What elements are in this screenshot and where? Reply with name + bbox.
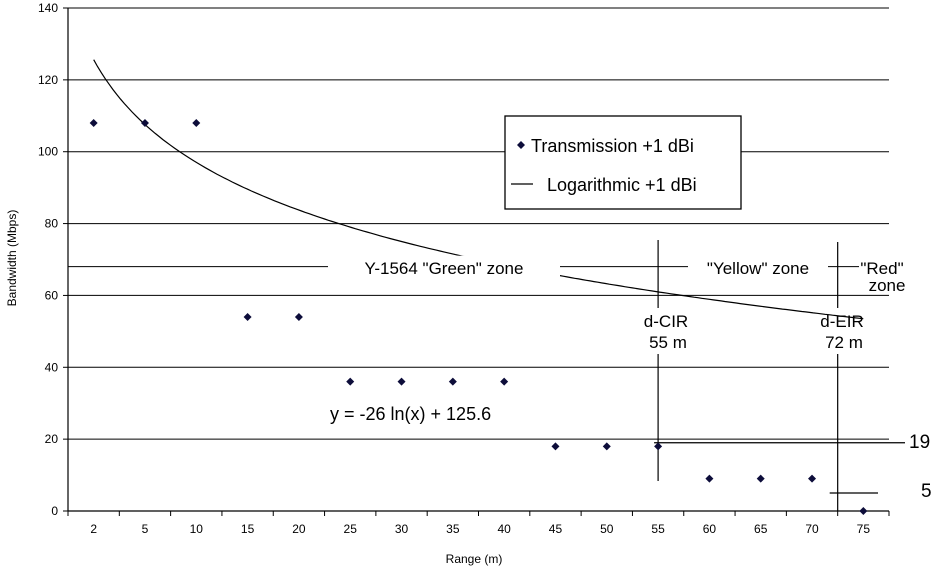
y-tick-label-40: 40 <box>45 360 59 374</box>
x-tick-label-75: 75 <box>857 522 871 536</box>
x-tick-label-55: 55 <box>651 522 665 536</box>
x-tick-label-45: 45 <box>549 522 563 536</box>
red-zone-label-line2: zone <box>869 276 906 295</box>
y-axis-label: Bandwidth (Mbps) <box>5 210 19 307</box>
data-point-50 <box>602 442 611 451</box>
gridlines <box>68 7 889 440</box>
legend: Transmission +1 dBi Logarithmic +1 dBi <box>504 115 742 210</box>
x-tick-label-10: 10 <box>190 522 204 536</box>
data-point-40 <box>500 377 509 386</box>
red-zone-label-line1: "Red" <box>860 259 903 278</box>
green-zone-label-bg <box>328 255 560 278</box>
x-tick-label-35: 35 <box>446 522 460 536</box>
data-point-2 <box>89 118 98 127</box>
legend-box <box>504 115 742 210</box>
x-tick-label-20: 20 <box>292 522 306 536</box>
data-point-30 <box>397 377 406 386</box>
data-point-75 <box>859 507 868 515</box>
y-tick-label-20: 20 <box>45 432 59 446</box>
y-tick-label-120: 120 <box>38 73 58 87</box>
x-tick-label-60: 60 <box>703 522 717 536</box>
data-point-25 <box>346 377 355 386</box>
logarithmic-trendline <box>93 59 864 320</box>
trendline-equation: y = -26 ln(x) + 125.6 <box>330 404 491 424</box>
d-cir-distance: 55 m <box>649 333 687 352</box>
reference-label-5: 5 <box>921 481 932 502</box>
reference-label-19: 19 <box>909 432 930 453</box>
data-point-15 <box>243 312 252 321</box>
yellow-zone-label: "Yellow" zone <box>707 259 809 278</box>
green-zone-label: Y-1564 "Green" zone <box>365 259 524 278</box>
trendline-layer <box>93 59 864 320</box>
y-tick-label-0: 0 <box>51 504 58 518</box>
x-tick-label-40: 40 <box>497 522 511 536</box>
red-zone-label-bg <box>859 255 909 278</box>
d-cir-label: d-CIR <box>644 312 688 331</box>
yellow-zone-label-bg <box>688 255 828 278</box>
data-point-70 <box>808 474 817 483</box>
x-tick-label-30: 30 <box>395 522 409 536</box>
data-point-65 <box>756 474 765 483</box>
x-tick-label-15: 15 <box>241 522 255 536</box>
y-tick-label-100: 100 <box>38 145 58 159</box>
data-point-35 <box>448 377 457 386</box>
d-eir-label: d-EIR <box>820 312 863 331</box>
x-axis-label: Range (m) <box>446 552 503 566</box>
y-tick-label-80: 80 <box>45 217 59 231</box>
y-tick-labels: 0 20 40 60 80 100 120 140 <box>38 1 58 518</box>
data-point-45 <box>551 442 560 451</box>
data-point-5 <box>140 118 149 127</box>
legend-marker-diamond <box>517 141 525 149</box>
d-eir-distance: 72 m <box>825 333 863 352</box>
data-point-60 <box>705 474 714 483</box>
x-tick-label-70: 70 <box>805 522 819 536</box>
data-point-55 <box>654 442 663 451</box>
x-tick-labels: 2 5 10 15 20 25 30 35 40 45 50 55 60 65 70 75 <box>90 522 870 536</box>
y-tick-label-140: 140 <box>38 1 58 15</box>
x-tick-label-25: 25 <box>344 522 358 536</box>
x-tick-label-2: 2 <box>90 522 97 536</box>
legend-label-transmission: Transmission +1 dBi <box>531 136 694 156</box>
x-tick-label-50: 50 <box>600 522 614 536</box>
x-tick-label-5: 5 <box>142 522 149 536</box>
y-tick-label-60: 60 <box>45 288 59 302</box>
data-point-10 <box>192 118 201 127</box>
x-tick-label-65: 65 <box>754 522 768 536</box>
data-point-20 <box>294 312 303 321</box>
zone-annotations <box>68 240 909 511</box>
legend-label-logarithmic: Logarithmic +1 dBi <box>547 175 697 195</box>
data-points <box>89 118 868 515</box>
axes <box>63 7 890 516</box>
